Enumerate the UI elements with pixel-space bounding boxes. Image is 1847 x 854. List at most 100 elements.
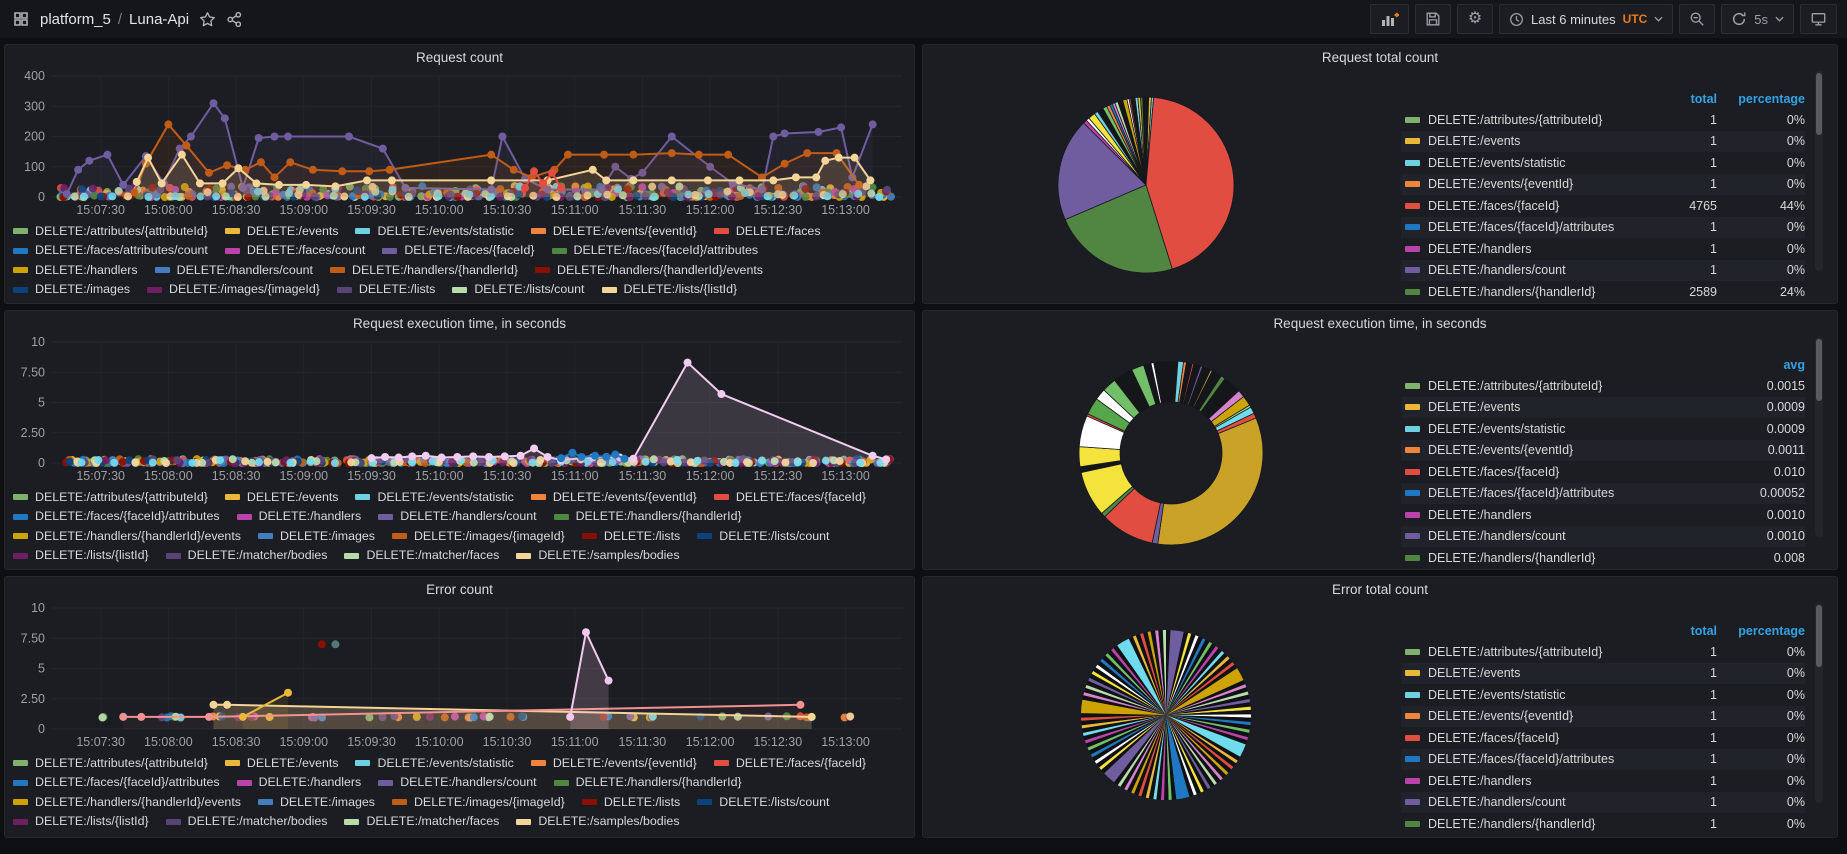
legend-table-row[interactable]: DELETE:/faces/{faceId}/attributes 1 0% bbox=[1401, 216, 1805, 238]
legend-table-row[interactable]: DELETE:/events/statistic 0.0009 bbox=[1401, 418, 1805, 440]
legend-table-row[interactable]: DELETE:/events/{eventId} 0.0011 bbox=[1401, 439, 1805, 461]
series-label[interactable]: DELETE:/handlers/count bbox=[1428, 529, 1566, 544]
column-header-percentage[interactable]: percentage bbox=[1738, 624, 1805, 638]
legend-item[interactable]: DELETE:/lists/count bbox=[697, 527, 829, 546]
series-label[interactable]: DELETE:/faces/{faceId} bbox=[1428, 730, 1560, 745]
line-chart-area[interactable]: 0 2.50 5 7.50 10 15:07:30 15:08:00 15:08:30 15:0… bbox=[13, 335, 906, 565]
series-label[interactable]: DELETE:/attributes/{attributeId} bbox=[1428, 644, 1603, 659]
scrollbar-thumb[interactable] bbox=[1816, 605, 1822, 667]
line-chart-area[interactable]: 0 100 200 300 400 15:07:30 15:08:00 15:08:30 15:… bbox=[13, 69, 906, 299]
refresh-button-group[interactable]: 5s bbox=[1721, 4, 1794, 34]
legend-table-row[interactable]: DELETE:/handlers 0.0010 bbox=[1401, 504, 1805, 526]
legend-label[interactable]: DELETE:/handlers bbox=[258, 775, 362, 789]
legend-label[interactable]: DELETE:/faces/{faceId}/attributes bbox=[573, 243, 759, 257]
refresh-interval-label[interactable]: 5s bbox=[1754, 11, 1768, 27]
legend-label[interactable]: DELETE:/handlers/count bbox=[400, 509, 537, 523]
series-label[interactable]: DELETE:/handlers bbox=[1428, 507, 1532, 522]
legend-table-row[interactable]: DELETE:/events/{eventId} 1 0% bbox=[1401, 705, 1805, 727]
legend-item[interactable]: DELETE:/events bbox=[224, 754, 339, 773]
legend-label[interactable]: DELETE:/faces/count bbox=[246, 243, 366, 257]
legend-item[interactable]: DELETE:/images bbox=[257, 793, 375, 812]
legend-label[interactable]: DELETE:/handlers bbox=[35, 262, 138, 277]
legend-item[interactable]: DELETE:/events/{eventId} bbox=[530, 222, 697, 241]
series-label[interactable]: DELETE:/events/{eventId} bbox=[1428, 709, 1574, 724]
series-label[interactable]: DELETE:/handlers/count bbox=[1428, 263, 1566, 278]
legend-table-row[interactable]: DELETE:/attributes/{attributeId} 0.0015 bbox=[1401, 375, 1805, 397]
legend-item[interactable]: DELETE:/faces/{faceId} bbox=[382, 241, 535, 260]
series-label[interactable]: DELETE:/handlers/{handlerId} bbox=[1428, 284, 1596, 299]
legend-label[interactable]: DELETE:/faces/{faceId}/attributes bbox=[35, 509, 220, 523]
legend-label[interactable]: DELETE:/images bbox=[279, 528, 375, 543]
legend-item[interactable]: DELETE:/handlers bbox=[13, 261, 138, 280]
legend-label[interactable]: DELETE:/handlers bbox=[258, 509, 362, 523]
legend-item[interactable]: DELETE:/matcher/bodies bbox=[165, 812, 327, 831]
legend-table-row[interactable]: DELETE:/handlers/{handlerId} 0.008 bbox=[1401, 547, 1805, 569]
legend-label[interactable]: DELETE:/samples/bodies bbox=[538, 548, 680, 562]
panel-title[interactable]: Request total count bbox=[1321, 49, 1439, 65]
legend-label[interactable]: DELETE:/lists/{listId} bbox=[35, 548, 149, 562]
pie-chart[interactable] bbox=[931, 69, 1401, 299]
series-label[interactable]: DELETE:/events/statistic bbox=[1428, 155, 1566, 170]
legend-item[interactable]: DELETE:/handlers bbox=[236, 507, 362, 526]
legend-item[interactable]: DELETE:/faces/{faceId}/attributes bbox=[13, 773, 220, 792]
series-label[interactable]: DELETE:/events/{eventId} bbox=[1428, 177, 1574, 192]
legend-label[interactable]: DELETE:/events/{eventId} bbox=[552, 489, 697, 504]
series-label[interactable]: DELETE:/faces/{faceId}/attributes bbox=[1428, 486, 1615, 501]
legend-item[interactable]: DELETE:/handlers/{handlerId}/events bbox=[13, 793, 241, 812]
legend-table-row[interactable]: DELETE:/handlers 1 0% bbox=[1401, 770, 1805, 792]
column-header-total[interactable]: total bbox=[1690, 624, 1717, 638]
legend-label[interactable]: DELETE:/handlers/count bbox=[400, 775, 537, 789]
zoom-out-time-button[interactable] bbox=[1679, 4, 1716, 34]
legend-table-row[interactable]: DELETE:/handlers/{handlerId} 2589 24% bbox=[1401, 281, 1805, 303]
legend-label[interactable]: DELETE:/handlers/{handlerId}/events bbox=[35, 794, 241, 809]
legend-label[interactable]: DELETE:/lists/count bbox=[719, 528, 830, 543]
series-label[interactable]: DELETE:/faces/{faceId} bbox=[1428, 198, 1560, 213]
legend-label[interactable]: DELETE:/events/statistic bbox=[377, 489, 514, 504]
line-chart-area[interactable]: 0 2.50 5 7.50 10 15:07:30 15:08:00 15:08:30 15:0… bbox=[13, 601, 906, 833]
pie-chart-area[interactable]: total percentage DELETE:/attributes/{attri… bbox=[931, 69, 1829, 299]
legend-label[interactable]: DELETE:/events bbox=[246, 755, 339, 770]
legend-table-row[interactable]: DELETE:/handlers/{handlerId} 1 0% bbox=[1401, 813, 1805, 835]
legend-label[interactable]: DELETE:/lists bbox=[358, 282, 436, 296]
legend-item[interactable]: DELETE:/images bbox=[257, 527, 375, 546]
legend-item[interactable]: DELETE:/lists/count bbox=[452, 280, 585, 299]
legend-table-row[interactable]: DELETE:/handlers/count 1 0% bbox=[1401, 791, 1805, 813]
legend-item[interactable]: DELETE:/faces/{faceId}/attributes bbox=[551, 241, 759, 260]
pie-chart-area[interactable]: total percentage DELETE:/attributes/{attri… bbox=[931, 601, 1829, 833]
legend-item[interactable]: DELETE:/events/statistic bbox=[355, 222, 514, 241]
legend-label[interactable]: DELETE:/matcher/bodies bbox=[35, 300, 175, 302]
legend-item[interactable]: DELETE:/attributes/{attributeId} bbox=[13, 754, 208, 773]
legend-label[interactable]: DELETE:/faces/{faceId} bbox=[735, 755, 866, 770]
legend-label[interactable]: DELETE:/handlers/{handlerId}/events bbox=[35, 528, 241, 543]
series-label[interactable]: DELETE:/handlers bbox=[1428, 241, 1532, 256]
legend-table-row[interactable]: DELETE:/events/{eventId} 1 0% bbox=[1401, 173, 1805, 195]
legend-label[interactable]: DELETE:/handlers/{handlerId} bbox=[352, 262, 519, 277]
legend-table-row[interactable]: DELETE:/attributes/{attributeId} 1 0% bbox=[1401, 109, 1805, 131]
pie-chart[interactable] bbox=[931, 601, 1401, 833]
legend-item[interactable]: DELETE:/events/{eventId} bbox=[530, 488, 697, 507]
legend-label[interactable]: DELETE:/handlers/{handlerId} bbox=[575, 509, 742, 523]
legend-label[interactable]: DELETE:/attributes/{attributeId} bbox=[35, 755, 208, 770]
breadcrumb-dashboard[interactable]: Luna-Api bbox=[129, 10, 190, 28]
legend-scrollbar[interactable] bbox=[1815, 337, 1823, 537]
legend-item[interactable]: DELETE:/samples/bodies/{sampleId} bbox=[13, 832, 238, 834]
legend-item[interactable]: DELETE:/samples/bodies bbox=[516, 812, 680, 831]
legend-label[interactable]: DELETE:/faces bbox=[735, 223, 821, 238]
legend-label[interactable]: DELETE:/handlers/count bbox=[176, 262, 313, 277]
panel-title[interactable]: Error count bbox=[426, 581, 493, 597]
column-header-percentage[interactable]: percentage bbox=[1738, 92, 1805, 106]
scrollbar-thumb[interactable] bbox=[1816, 73, 1822, 135]
legend-label[interactable]: DELETE:/events/{eventId} bbox=[552, 755, 697, 770]
panel-title[interactable]: Request execution time, in seconds bbox=[352, 315, 567, 331]
legend-label[interactable]: DELETE:/images/{imageId} bbox=[169, 282, 320, 296]
legend-label[interactable]: DELETE:/events/statistic bbox=[377, 755, 514, 770]
legend-label[interactable]: DELETE:/lists bbox=[603, 794, 681, 809]
legend-table-row[interactable]: DELETE:/handlers/count 1 0% bbox=[1401, 259, 1805, 281]
legend-item[interactable]: DELETE:/faces/count bbox=[224, 241, 366, 260]
legend-label[interactable]: DELETE:/faces/{faceId} bbox=[735, 489, 866, 504]
column-header-total[interactable]: total bbox=[1690, 92, 1717, 106]
legend-item[interactable]: DELETE:/images bbox=[13, 280, 130, 299]
breadcrumb[interactable]: platform_5 / Luna-Api bbox=[40, 11, 189, 28]
legend-item[interactable]: DELETE:/images/{imageId} bbox=[391, 793, 565, 812]
series-label[interactable]: DELETE:/attributes/{attributeId} bbox=[1428, 378, 1603, 393]
